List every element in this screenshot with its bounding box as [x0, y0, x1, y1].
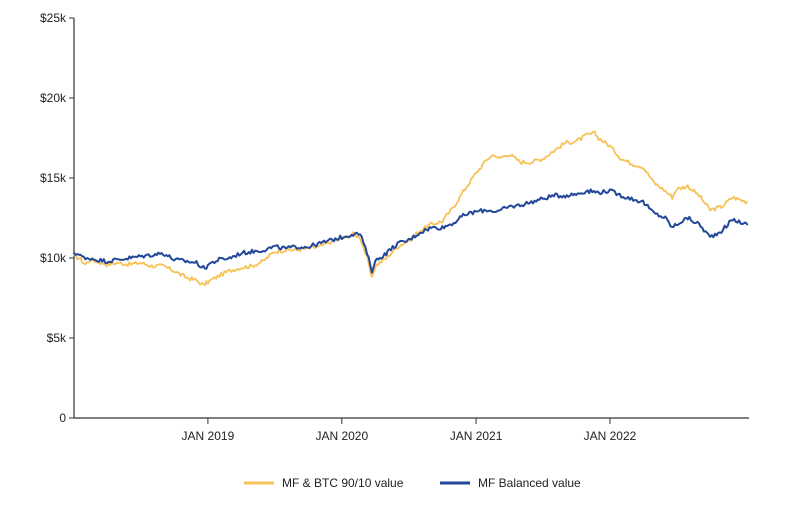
- series-layer: [73, 130, 749, 287]
- x-tick-label: JAN 2022: [584, 429, 637, 443]
- legend-label: MF & BTC 90/10 value: [282, 476, 404, 490]
- y-axis-ticks: 0 $5k $10k $15k $20k $25k: [40, 11, 74, 425]
- y-tick-label: $20k: [40, 91, 67, 105]
- legend-item: MF Balanced value: [440, 476, 581, 490]
- legend-label: MF Balanced value: [478, 476, 581, 490]
- x-axis-ticks: JAN 2019 JAN 2020 JAN 2021 JAN 2022: [182, 418, 637, 443]
- x-axis: JAN 2019 JAN 2020 JAN 2021 JAN 2022: [74, 417, 749, 443]
- y-tick-label: $25k: [40, 11, 67, 25]
- y-tick-label: 0: [59, 411, 66, 425]
- legend: MF & BTC 90/10 value MF Balanced value: [244, 476, 581, 490]
- x-tick-label: JAN 2019: [182, 429, 235, 443]
- y-tick-label: $5k: [47, 331, 67, 345]
- x-tick-label: JAN 2021: [450, 429, 503, 443]
- series-line-mf-btc-90-10: [73, 130, 749, 287]
- series-line-mf-balanced: [73, 188, 749, 274]
- x-tick-label: JAN 2020: [315, 429, 368, 443]
- y-axis: 0 $5k $10k $15k $20k $25k: [40, 11, 75, 425]
- y-tick-label: $15k: [40, 171, 67, 185]
- legend-item: MF & BTC 90/10 value: [244, 476, 404, 490]
- y-tick-label: $10k: [40, 251, 67, 265]
